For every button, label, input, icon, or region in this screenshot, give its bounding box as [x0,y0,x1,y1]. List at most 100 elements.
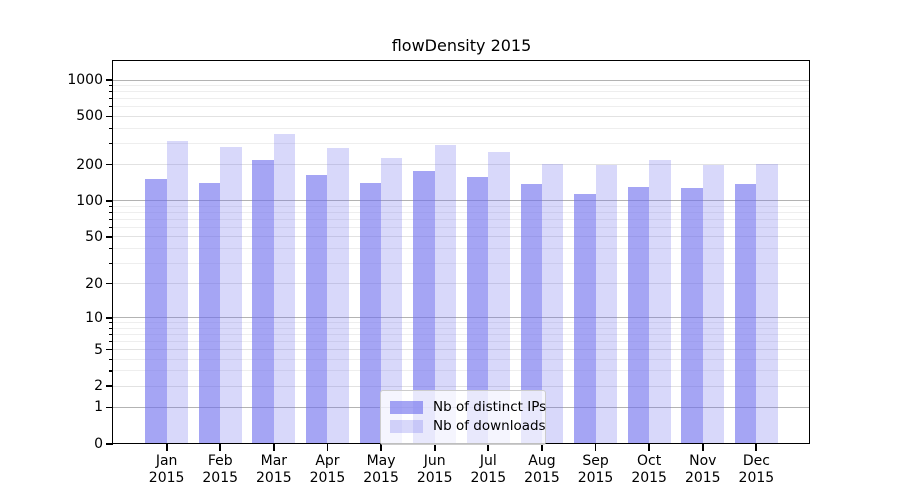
ytick-minor-700 [109,98,113,100]
bar-downloads-jul [488,151,510,444]
bar-downloads-feb [220,147,242,444]
ytick-minor-9 [109,322,113,324]
gridline-60 [113,226,810,228]
xtick-label-nov: Nov 2015 [684,453,721,486]
gridline-800 [113,91,810,93]
gridline-10 [113,317,810,319]
gridline-5 [113,349,810,351]
gridline-9 [113,322,810,324]
ytick-50 [106,235,113,238]
xtick-label-oct: Oct 2015 [631,453,667,486]
bar-ips-jul [466,176,489,444]
bar-downloads-nov [702,164,725,444]
xtick-mar [272,444,275,451]
gridline-8 [113,327,810,329]
ytick-20 [106,282,113,285]
legend-swatch-downloads [390,420,423,433]
ytick-label-20: 20 [85,275,103,292]
xtick-label-apr: Apr 2015 [309,453,346,486]
gridline-500 [113,115,810,117]
gridline-20 [113,283,810,285]
gridline-400 [113,127,810,129]
xtick-label-aug: Aug 2015 [524,453,560,486]
xtick-label-dec: Dec 2015 [738,453,775,486]
gridline-70 [113,218,810,220]
xtick-may [380,444,382,451]
ytick-minor-30 [109,262,113,264]
ytick-minor-60 [109,226,113,228]
gridline-6 [113,340,810,342]
ytick-label-5: 5 [94,341,103,358]
ytick-label-1: 1 [94,399,103,416]
xtick-sep [594,444,597,451]
ytick-minor-90 [109,205,113,207]
xtick-label-may: May 2015 [363,453,399,486]
ytick-100 [106,199,113,202]
bar-ips-may [359,182,382,444]
ytick-minor-80 [109,211,113,213]
xtick-label-jul: Jul 2015 [470,453,507,486]
bar-ips-oct [627,186,650,444]
chart-title: flowDensity 2015 [391,36,532,55]
bar-ips-aug [520,184,542,444]
bar-downloads-jun [434,145,457,444]
ytick-2 [106,385,113,387]
bar-downloads-apr [327,148,349,444]
ytick-minor-8 [109,327,113,329]
xtick-aug [541,444,543,451]
ytick-label-100: 100 [76,192,103,209]
ytick-minor-3 [109,370,113,372]
gridline-3 [113,370,810,372]
legend-item-distinct-ips: Nb of distinct IPs [390,399,546,416]
xtick-label-sep: Sep 2015 [577,453,614,486]
ytick-0 [106,443,113,445]
ytick-200 [106,163,113,166]
bar-ips-jan [145,178,167,444]
ytick-label-2: 2 [94,378,103,395]
xtick-label-feb: Feb 2015 [202,453,239,486]
ytick-minor-400 [109,127,113,129]
ytick-10 [106,316,113,319]
bar-downloads-sep [595,165,617,444]
ytick-minor-900 [109,84,113,87]
gridline-200 [113,164,810,166]
ytick-minor-300 [109,142,113,144]
ytick-1 [106,406,113,409]
bar-ips-apr [306,175,328,444]
legend-item-downloads: Nb of downloads [390,418,546,435]
gridline-50 [113,236,810,238]
gridline-30 [113,262,810,264]
ytick-5 [106,348,113,351]
bar-ips-feb [198,182,221,444]
xtick-nov [701,444,704,451]
gridline-300 [113,142,810,144]
bar-downloads-aug [541,164,564,444]
bar-downloads-dec [756,163,778,444]
gridline-1000 [113,79,810,81]
gridline-600 [113,106,810,108]
xtick-dec [755,444,758,451]
ytick-label-10: 10 [85,309,103,326]
xtick-jul [487,444,490,451]
xtick-apr [326,444,329,451]
legend-box: Nb of distinct IPs Nb of downloads [380,390,546,445]
bar-ips-nov [681,187,703,444]
ytick-minor-70 [109,218,113,220]
ytick-minor-6 [109,340,113,343]
legend-label-distinct-ips: Nb of distinct IPs [433,399,547,415]
ytick-500 [106,115,113,118]
ytick-label-0: 0 [94,436,103,452]
ytick-minor-800 [109,91,113,93]
xtick-label-jun: Jun 2015 [416,453,453,486]
gridline-700 [113,98,810,100]
ytick-label-50: 50 [85,228,103,245]
bar-downloads-jan [166,140,188,444]
legend-swatch-distinct-ips [390,401,423,414]
bar-downloads-mar [273,134,296,444]
bar-downloads-may [381,157,403,444]
bar-ips-jun [413,170,435,444]
xtick-jun [433,444,436,451]
xtick-oct [648,444,651,451]
gridline-100 [113,200,810,202]
